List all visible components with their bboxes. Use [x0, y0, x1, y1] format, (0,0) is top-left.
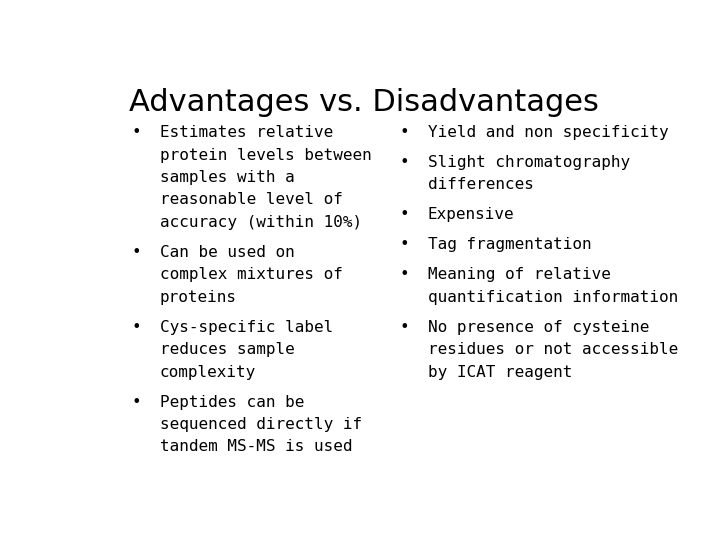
Text: samples with a: samples with a: [160, 170, 294, 185]
Text: •: •: [132, 320, 141, 335]
Text: •: •: [400, 267, 409, 282]
Text: Slight chromatography: Slight chromatography: [428, 155, 630, 170]
Text: •: •: [132, 245, 141, 260]
Text: Peptides can be: Peptides can be: [160, 395, 304, 409]
Text: •: •: [400, 238, 409, 252]
Text: protein levels between: protein levels between: [160, 147, 372, 163]
Text: sequenced directly if: sequenced directly if: [160, 417, 362, 432]
Text: reduces sample: reduces sample: [160, 342, 294, 357]
Text: residues or not accessible: residues or not accessible: [428, 342, 678, 357]
Text: Cys-specific label: Cys-specific label: [160, 320, 333, 335]
Text: •: •: [400, 207, 409, 222]
Text: •: •: [132, 395, 141, 409]
Text: proteins: proteins: [160, 290, 237, 305]
Text: Advantages vs. Disadvantages: Advantages vs. Disadvantages: [129, 87, 599, 117]
Text: •: •: [400, 155, 409, 170]
Text: differences: differences: [428, 178, 534, 192]
Text: complexity: complexity: [160, 364, 256, 380]
Text: No presence of cysteine: No presence of cysteine: [428, 320, 649, 335]
Text: reasonable level of: reasonable level of: [160, 192, 343, 207]
Text: quantification information: quantification information: [428, 290, 678, 305]
Text: Estimates relative: Estimates relative: [160, 125, 333, 140]
Text: Can be used on: Can be used on: [160, 245, 294, 260]
Text: •: •: [132, 125, 141, 140]
Text: •: •: [400, 125, 409, 140]
Text: accuracy (within 10%): accuracy (within 10%): [160, 215, 362, 230]
Text: complex mixtures of: complex mixtures of: [160, 267, 343, 282]
Text: Yield and non specificity: Yield and non specificity: [428, 125, 668, 140]
Text: by ICAT reagent: by ICAT reagent: [428, 364, 572, 380]
Text: tandem MS-MS is used: tandem MS-MS is used: [160, 440, 352, 455]
Text: Meaning of relative: Meaning of relative: [428, 267, 611, 282]
Text: Expensive: Expensive: [428, 207, 514, 222]
Text: •: •: [400, 320, 409, 335]
Text: Tag fragmentation: Tag fragmentation: [428, 238, 591, 252]
